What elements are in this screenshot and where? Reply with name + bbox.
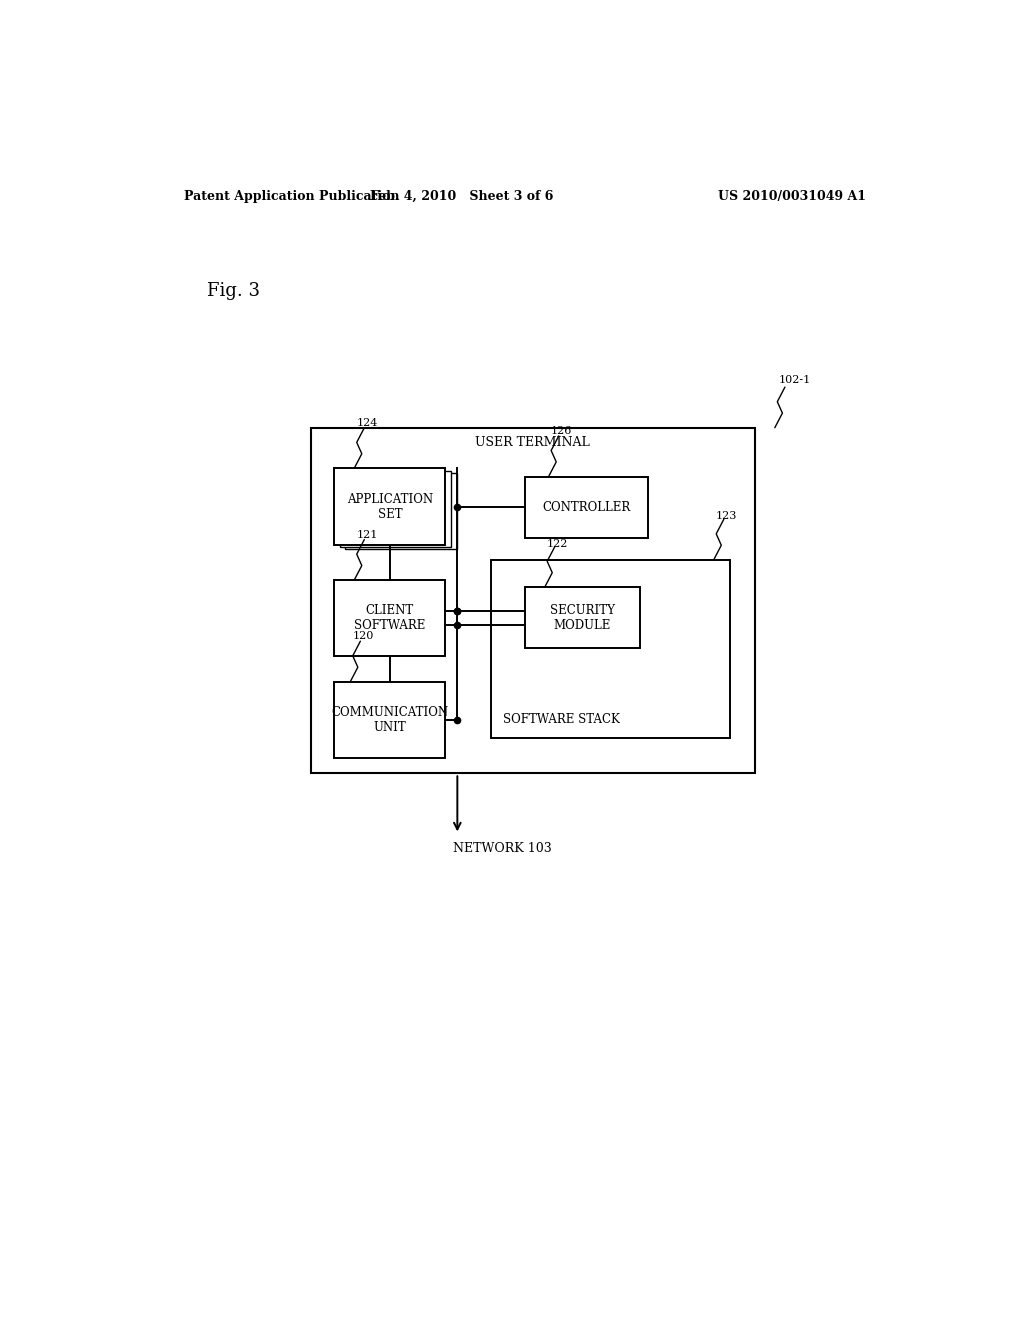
Bar [334,469,445,545]
Text: CONTROLLER: CONTROLLER [542,500,631,513]
Text: Patent Application Publication: Patent Application Publication [183,190,399,202]
Text: 121: 121 [356,529,378,540]
Text: COMMUNICATION
UNIT: COMMUNICATION UNIT [332,706,449,734]
Bar [340,470,451,546]
Text: US 2010/0031049 A1: US 2010/0031049 A1 [718,190,866,202]
Text: 102-1: 102-1 [779,375,811,385]
Text: 120: 120 [352,631,374,642]
Text: SOFTWARE STACK: SOFTWARE STACK [504,713,621,726]
Text: CLIENT
SOFTWARE: CLIENT SOFTWARE [354,605,426,632]
Text: SECURITY
MODULE: SECURITY MODULE [550,603,614,632]
Text: 124: 124 [356,417,378,428]
Bar [524,477,648,537]
Bar [310,428,755,774]
Bar [334,682,445,758]
Text: 122: 122 [547,539,568,549]
Text: 126: 126 [551,426,572,436]
Bar [524,587,640,648]
Text: USER TERMINAL: USER TERMINAL [475,436,590,449]
Text: APPLICATION
SET: APPLICATION SET [347,492,433,520]
Text: 123: 123 [716,511,737,521]
Bar [492,560,729,738]
Text: Fig. 3: Fig. 3 [207,281,260,300]
Text: Feb. 4, 2010   Sheet 3 of 6: Feb. 4, 2010 Sheet 3 of 6 [370,190,553,202]
Bar [334,581,445,656]
Bar [345,473,457,549]
Text: NETWORK 103: NETWORK 103 [454,842,552,855]
